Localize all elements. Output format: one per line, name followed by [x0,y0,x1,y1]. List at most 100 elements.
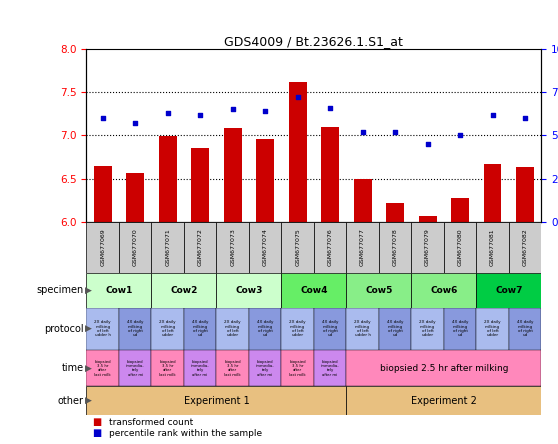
Text: GSM677077: GSM677077 [360,229,365,266]
Text: GSM677082: GSM677082 [522,229,527,266]
Text: GSM677070: GSM677070 [133,229,138,266]
Bar [484,164,502,222]
Bar [516,166,534,222]
Text: 2X daily
milking
of left
udder: 2X daily milking of left udder [419,320,436,337]
Point [326,104,335,111]
Text: 4X daily
milking
of right
ud: 4X daily milking of right ud [452,320,468,337]
Text: ■: ■ [92,428,102,439]
Point [131,120,140,127]
Bar [444,222,477,273]
Bar [119,308,151,350]
Text: GSM677080: GSM677080 [458,229,463,266]
Bar [347,222,379,273]
Text: 4X daily
milking
of right
ud: 4X daily milking of right ud [387,320,403,337]
Text: percentile rank within the sample: percentile rank within the sample [109,429,262,438]
Point [261,107,270,115]
Bar [509,222,541,273]
Bar [217,350,249,386]
Bar [379,222,411,273]
Text: ▶: ▶ [85,364,92,373]
Bar [191,147,209,222]
Bar [94,166,112,222]
Text: GSM677075: GSM677075 [295,229,300,266]
Point [358,128,367,135]
Point [98,115,107,122]
Bar [217,308,249,350]
Text: time: time [61,363,84,373]
Text: GSM677071: GSM677071 [165,229,170,266]
Bar [184,308,217,350]
Bar [347,350,541,386]
Bar [249,350,281,386]
Bar [119,350,151,386]
Text: Cow5: Cow5 [365,286,392,295]
Bar [151,308,184,350]
Bar [288,82,306,222]
Bar [386,203,404,222]
Bar [224,128,242,222]
Point [293,94,302,101]
Text: GSM677076: GSM677076 [328,229,333,266]
Text: Cow2: Cow2 [170,286,198,295]
Bar [451,198,469,222]
Bar [281,308,314,350]
Bar [217,222,249,273]
Text: Cow1: Cow1 [105,286,133,295]
Text: 2X daily
milking
of left
udder: 2X daily milking of left udder [484,320,501,337]
Text: GSM677072: GSM677072 [198,229,203,266]
Text: Experiment 1: Experiment 1 [184,396,249,406]
Bar [249,222,281,273]
Text: 4X daily
milking
of right
ud: 4X daily milking of right ud [127,320,143,337]
Bar [477,222,509,273]
Bar [314,350,347,386]
Bar [347,386,541,415]
Text: 4X daily
milking
of right
ud: 4X daily milking of right ud [257,320,273,337]
Bar [86,222,119,273]
Text: protocol: protocol [44,324,84,334]
Point [455,132,464,139]
Bar [354,178,372,222]
Title: GDS4009 / Bt.23626.1.S1_at: GDS4009 / Bt.23626.1.S1_at [224,35,403,48]
Text: 4X daily
milking
of right
ud: 4X daily milking of right ud [322,320,338,337]
Text: Experiment 2: Experiment 2 [411,396,477,406]
Text: biopsied
3.5 hr
after
last milk: biopsied 3.5 hr after last milk [94,360,111,377]
Point [521,115,530,122]
Bar [86,273,151,308]
Text: biopsied
immedia-
tely
after mi: biopsied immedia- tely after mi [126,360,145,377]
Bar [347,308,379,350]
Bar [477,273,541,308]
Point [488,111,497,118]
Text: Cow6: Cow6 [430,286,458,295]
Text: GSM677069: GSM677069 [100,229,105,266]
Text: other: other [57,396,84,406]
Text: ▶: ▶ [85,286,92,295]
Bar [314,308,347,350]
Bar [411,273,477,308]
Bar [321,127,339,222]
Text: biopsied
immedia-
tely
after mi: biopsied immedia- tely after mi [256,360,275,377]
Bar [86,350,119,386]
Bar [281,350,314,386]
Text: 2X daily
milking
of left
udder: 2X daily milking of left udder [289,320,306,337]
Text: Cow4: Cow4 [300,286,328,295]
Bar [509,308,541,350]
Bar [151,350,184,386]
Text: GSM677081: GSM677081 [490,229,495,266]
Bar [249,308,281,350]
Text: 2X daily
milking
of left
udder: 2X daily milking of left udder [160,320,176,337]
Bar [86,386,347,415]
Text: transformed count: transformed count [109,418,193,427]
Text: GSM677074: GSM677074 [263,229,268,266]
Point [228,106,237,113]
Bar [159,136,177,222]
Bar [314,222,347,273]
Bar [184,222,217,273]
Bar [411,308,444,350]
Bar [379,308,411,350]
Text: GSM677079: GSM677079 [425,229,430,266]
Bar [347,273,411,308]
Text: biopsied
3.5 hr
after
last milk: biopsied 3.5 hr after last milk [160,360,176,377]
Text: 2X daily
milking
of left
udder: 2X daily milking of left udder [224,320,241,337]
Text: biopsied
immedia-
tely
after mi: biopsied immedia- tely after mi [191,360,209,377]
Point [196,111,205,118]
